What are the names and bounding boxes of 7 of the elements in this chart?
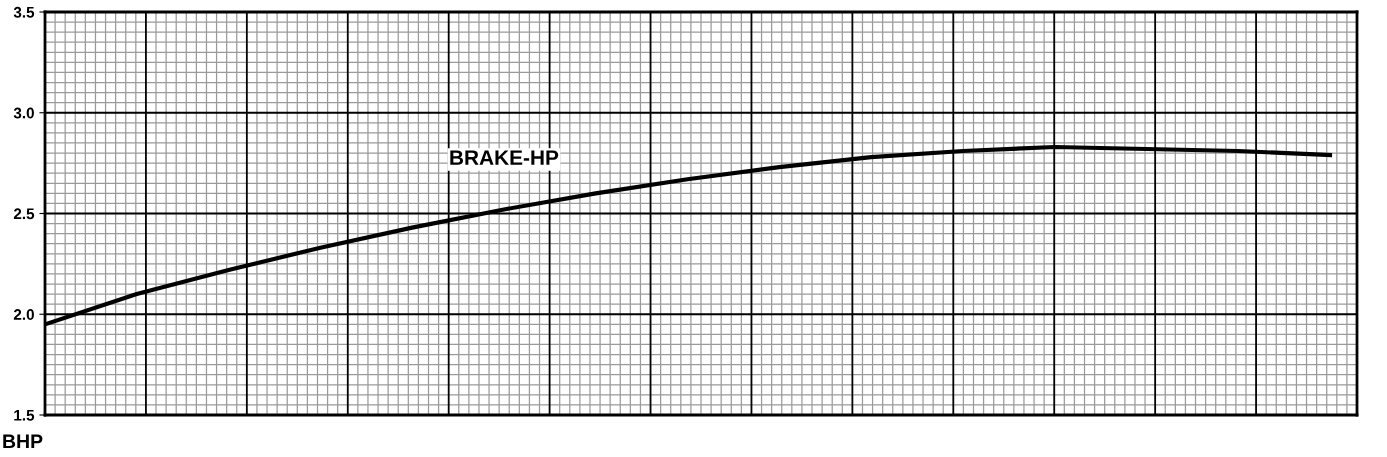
y-tick-label: 1.5 — [14, 410, 35, 421]
series-label: BRAKE-HP — [450, 150, 559, 165]
y-tick-label: 2.0 — [13, 309, 34, 320]
y-tick-label: 3.5 — [13, 6, 35, 18]
y-axis-title: BHP — [3, 434, 43, 448]
y-tick-label: 2.5 — [13, 208, 35, 220]
y-tick-label: 3.0 — [13, 107, 34, 119]
